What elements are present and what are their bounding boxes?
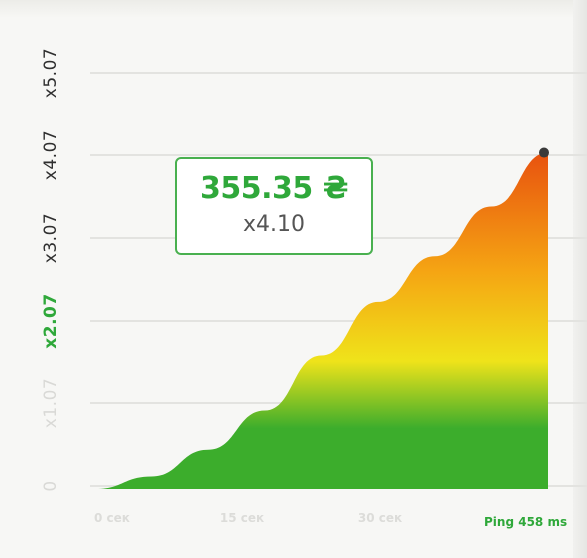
win-amount: 355.35 ₴ xyxy=(200,171,349,206)
multiplier-curve-area xyxy=(95,152,548,490)
y-tick-label: 0 xyxy=(41,480,61,491)
top-strip xyxy=(0,0,587,18)
x-tick-label: 0 сек xyxy=(94,511,130,525)
y-tick-label: x4.07 xyxy=(41,130,61,180)
y-tick-label: x5.07 xyxy=(41,48,61,98)
y-tick-label: x1.07 xyxy=(41,378,61,428)
y-axis: 0 x1.07 x2.07 x3.07 x4.07 x5.07 xyxy=(41,48,61,492)
ping-indicator: Ping 458 ms xyxy=(484,515,567,529)
y-tick-label-active: x2.07 xyxy=(41,293,61,348)
x-tick-label: 15 сек xyxy=(220,511,264,525)
x-tick-label: 30 сек xyxy=(358,511,402,525)
right-edge-panel xyxy=(573,0,587,558)
current-win-tooltip: 355.35 ₴ x4.10 xyxy=(175,157,373,255)
y-tick-label: x3.07 xyxy=(41,213,61,263)
curve-head-dot xyxy=(539,147,549,158)
current-multiplier: x4.10 xyxy=(242,212,305,237)
x-axis: 0 сек 15 сек 30 сек Ping 458 ms xyxy=(94,511,567,529)
